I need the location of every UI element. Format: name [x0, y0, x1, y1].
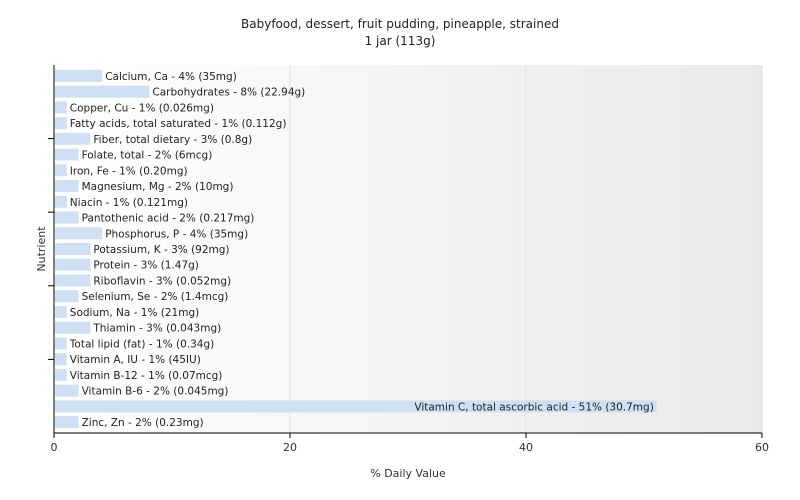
bar-label: Total lipid (fat) - 1% (0.34g)	[69, 338, 214, 350]
bar	[55, 384, 79, 397]
bar	[55, 305, 67, 318]
bar	[55, 353, 67, 366]
bar-label: Folate, total - 2% (6mcg)	[82, 150, 213, 162]
bar	[55, 117, 67, 130]
bar-label: Magnesium, Mg - 2% (10mg)	[82, 181, 234, 193]
x-tick-label: 60	[755, 441, 769, 454]
bar-label: Riboflavin - 3% (0.052mg)	[93, 275, 231, 287]
x-tick-label: 40	[519, 441, 533, 454]
bar	[55, 416, 79, 429]
bar-label: Vitamin A, IU - 1% (45IU)	[70, 354, 201, 366]
bar	[55, 243, 91, 255]
bar-labels: Calcium, Ca - 4% (35mg) Carbohydrates - 8…	[69, 71, 654, 429]
bar	[55, 321, 91, 334]
bar	[55, 258, 91, 271]
bar-label: Fatty acids, total saturated - 1% (0.112…	[70, 118, 287, 130]
bar	[55, 180, 79, 193]
chart-subtitle: 1 jar (113g)	[365, 34, 436, 48]
axes: 0 20 40 60	[48, 65, 769, 454]
x-axis-label: % Daily Value	[370, 467, 446, 480]
bar-label: Selenium, Se - 2% (1.4mcg)	[82, 291, 229, 303]
bar-label: Zinc, Zn - 2% (0.23mg)	[82, 417, 204, 429]
bar-label: Pantothenic acid - 2% (0.217mg)	[82, 213, 255, 225]
bar-label: Niacin - 1% (0.121mg)	[70, 197, 188, 209]
bar	[55, 290, 79, 303]
gridlines	[289, 65, 763, 433]
bar-label: Iron, Fe - 1% (0.20mg)	[70, 165, 188, 177]
bar-label: Fiber, total dietary - 3% (0.8g)	[93, 134, 252, 146]
plot-area	[54, 65, 762, 433]
bar-label: Phosphorus, P - 4% (35mg)	[105, 228, 248, 240]
bar	[55, 69, 103, 82]
bar-label: Vitamin B-12 - 1% (0.07mcg)	[70, 370, 223, 382]
bars	[55, 69, 657, 429]
bar-label: Vitamin B-6 - 2% (0.045mg)	[82, 386, 229, 398]
bar-label: Protein - 3% (1.47g)	[93, 260, 199, 272]
bar	[55, 337, 67, 350]
bar	[55, 132, 91, 145]
y-axis-label: Nutrient	[35, 226, 48, 272]
bar	[55, 227, 103, 240]
bar	[55, 368, 67, 381]
bar	[55, 164, 67, 177]
bar	[55, 195, 67, 208]
bar-label: Thiamin - 3% (0.043mg)	[92, 323, 221, 335]
chart-title: Babyfood, dessert, fruit pudding, pineap…	[241, 17, 559, 31]
bar	[55, 101, 67, 114]
bar	[55, 400, 657, 413]
bar	[55, 85, 150, 98]
bar-label: Calcium, Ca - 4% (35mg)	[105, 71, 237, 83]
x-tick-label: 20	[283, 441, 297, 454]
bar-label: Copper, Cu - 1% (0.026mg)	[70, 102, 214, 114]
bar-label: Sodium, Na - 1% (21mg)	[70, 307, 199, 319]
bar	[55, 211, 79, 224]
x-tick-label: 0	[51, 441, 58, 454]
bar-label: Vitamin C, total ascorbic acid - 51% (30…	[414, 401, 653, 413]
bar-label: Carbohydrates - 8% (22.94g)	[152, 87, 305, 99]
bar-label: Potassium, K - 3% (92mg)	[93, 244, 229, 256]
bar	[55, 274, 91, 287]
bar	[55, 148, 79, 161]
